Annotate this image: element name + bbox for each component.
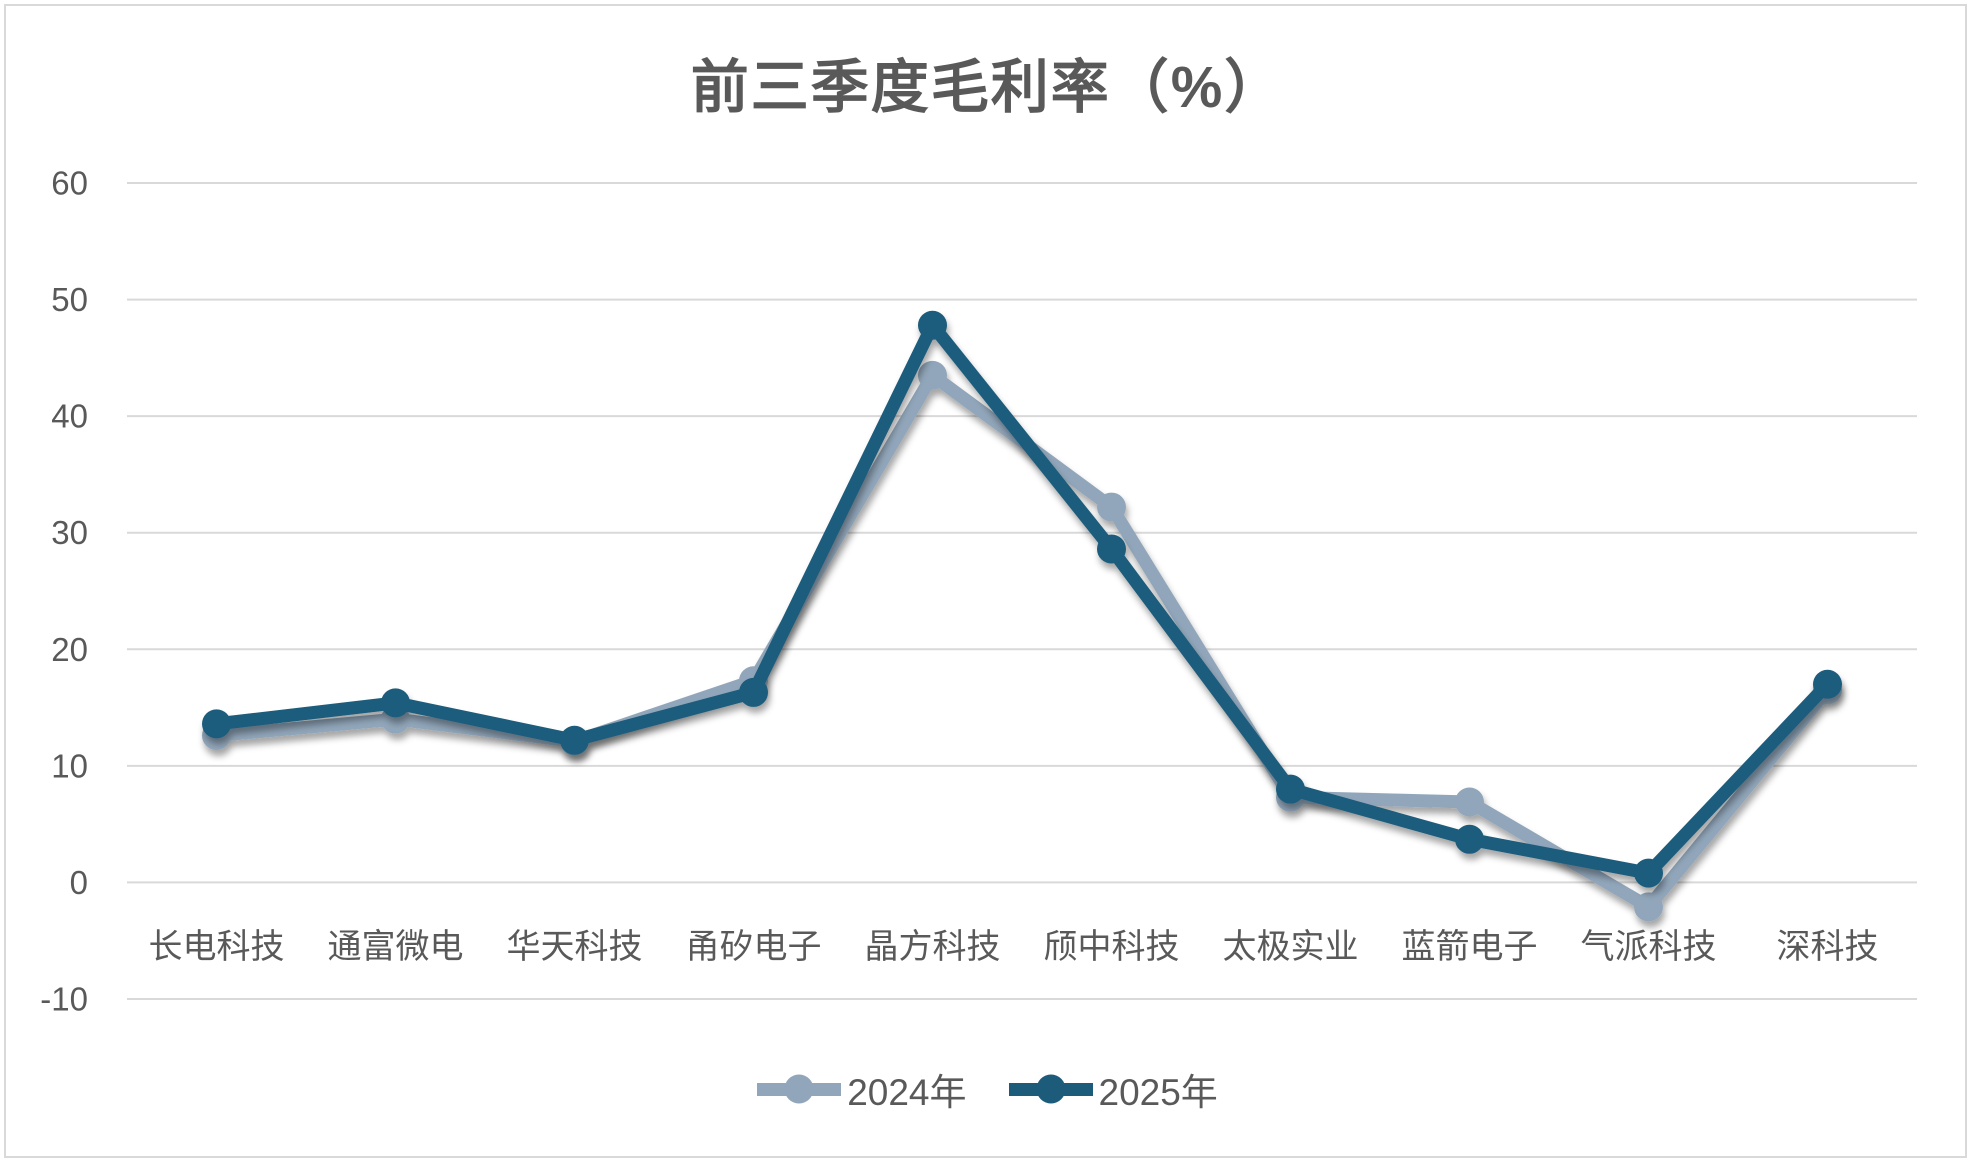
chart-title: 前三季度毛利率（%） [690, 55, 1285, 120]
data-point-2025年-通富微电 [381, 688, 410, 718]
y-tick-label-10: 10 [51, 747, 88, 784]
x-category-label-8: 蓝箭电子 [1402, 928, 1538, 966]
x-category-label-2: 通富微电 [328, 928, 464, 966]
data-point-2024年-颀中科技 [1097, 492, 1126, 522]
y-tick-label-30: 30 [51, 514, 88, 551]
y-tick-label-40: 40 [51, 398, 88, 435]
x-category-label-10: 深科技 [1777, 928, 1879, 966]
x-category-label-9: 气派科技 [1581, 928, 1717, 966]
data-point-2024年-晶方科技 [918, 360, 947, 390]
data-point-2025年-气派科技 [1634, 858, 1663, 888]
data-point-2025年-甬矽电子 [739, 677, 768, 707]
series-line-2024年 [210, 368, 1834, 914]
y-tick-label-20: 20 [51, 631, 88, 668]
legend: 2024年 2025年 [0, 1062, 1975, 1116]
legend-item-2024: 2024年 [757, 1062, 967, 1116]
series-2025年 [202, 310, 1842, 888]
x-category-label-3: 华天科技 [507, 928, 643, 966]
data-point-2025年-晶方科技 [918, 310, 947, 340]
series-line-2025年 [210, 318, 1834, 880]
data-point-2024年-气派科技 [1634, 892, 1663, 922]
legend-label-2024: 2024年 [847, 1072, 967, 1113]
data-point-2024年-蓝箭电子 [1455, 787, 1484, 817]
data-point-2025年-颀中科技 [1097, 534, 1126, 564]
data-point-2025年-蓝箭电子 [1455, 824, 1484, 854]
y-tick-label-60: 60 [51, 165, 88, 202]
data-point-2025年-长电科技 [202, 709, 231, 739]
x-category-label-6: 颀中科技 [1044, 928, 1180, 966]
legend-label-2025: 2025年 [1098, 1072, 1218, 1113]
x-category-label-1: 长电科技 [149, 928, 285, 966]
legend-marker-2025-line-icon [1008, 1074, 1093, 1104]
y-tick-label-50: 50 [51, 281, 88, 318]
x-category-label-7: 太极实业 [1223, 928, 1359, 966]
legend-item-2025: 2025年 [1008, 1062, 1218, 1116]
legend-marker-2025-dot-icon [1036, 1074, 1065, 1104]
data-point-2025年-华天科技 [560, 725, 589, 755]
x-category-label-4: 甬矽电子 [686, 928, 822, 966]
legend-marker-2024-line-icon [757, 1074, 842, 1104]
data-point-2025年-太极实业 [1276, 774, 1305, 804]
data-point-2025年-深科技 [1813, 669, 1842, 699]
x-category-label-5: 晶方科技 [865, 928, 1001, 966]
y-tick-label--10: -10 [40, 981, 88, 1018]
legend-marker-2024-dot-icon [784, 1074, 814, 1104]
y-tick-label-0: 0 [70, 864, 88, 901]
